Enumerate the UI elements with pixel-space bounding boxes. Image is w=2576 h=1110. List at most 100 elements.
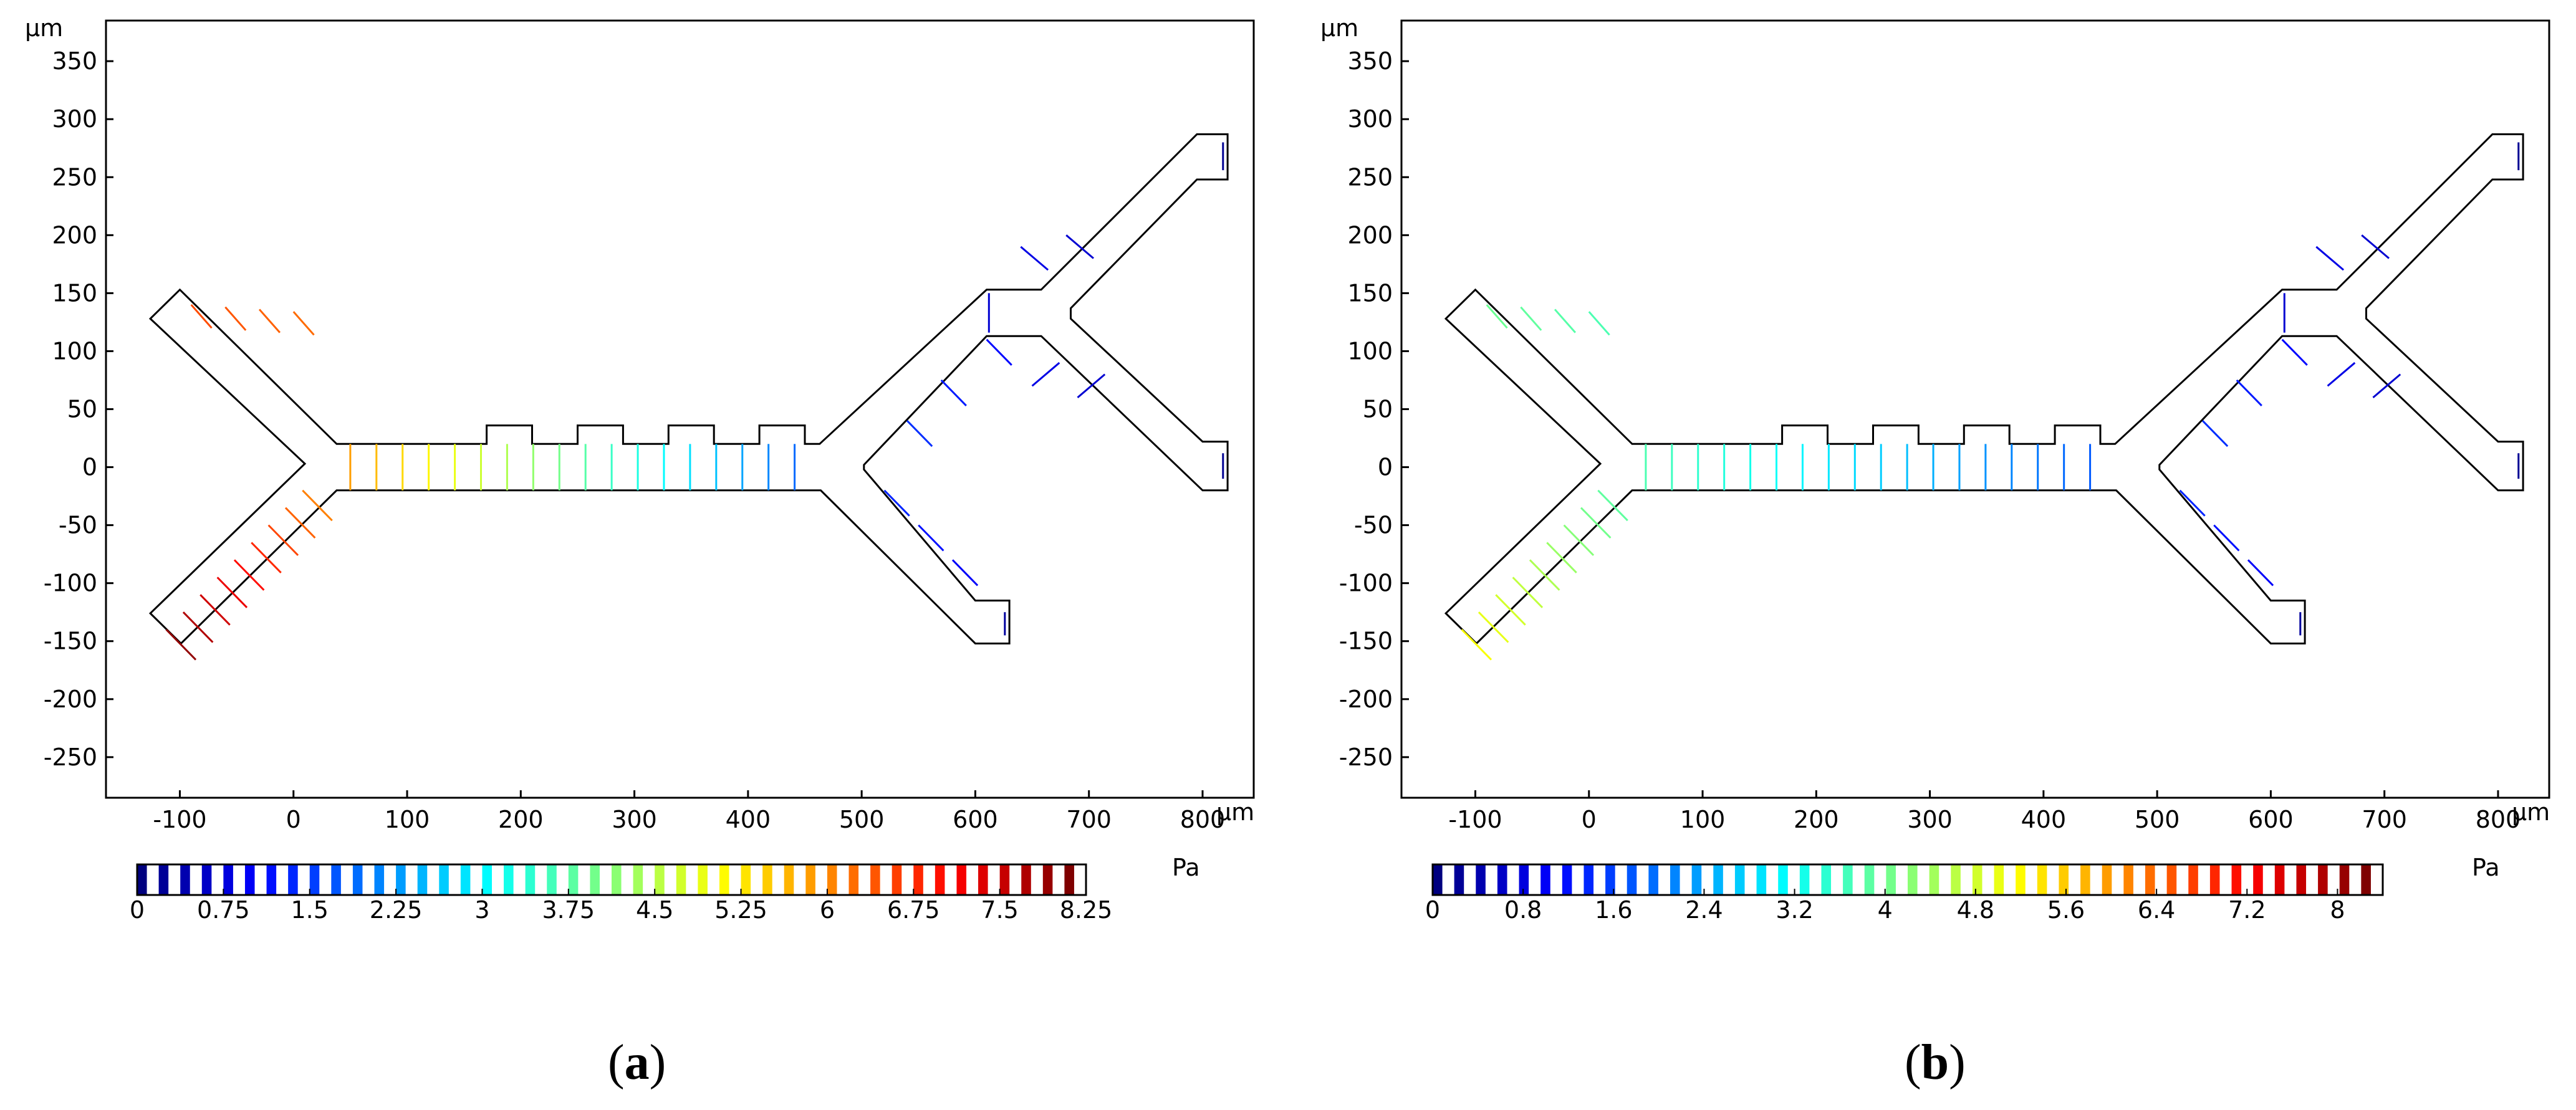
colorbar-swatch: [1605, 864, 1615, 895]
colorbar-swatch: [352, 864, 363, 895]
plot-frame: [105, 19, 1255, 799]
colorbar-swatch: [1929, 864, 1939, 895]
colorbar-swatch: [892, 864, 902, 895]
colorbar-swatch: [612, 864, 622, 895]
colorbar-tick-label: 2.4: [1685, 896, 1723, 924]
y-tick-label: 50: [1363, 396, 1393, 423]
colorbar-swatch: [1670, 864, 1680, 895]
colorbar-swatch: [266, 864, 277, 895]
colorbar-tick-label: 2.25: [370, 896, 423, 924]
contour-line: [1065, 234, 1094, 259]
colorbar-swatch: [525, 864, 536, 895]
colorbar-swatch: [1886, 864, 1896, 895]
colorbar-tick-label: 5.25: [714, 896, 767, 924]
colorbar-swatch: [1562, 864, 1572, 895]
colorbar-swatch: [2253, 864, 2263, 895]
colorbar-tick-label: 0.75: [197, 896, 250, 924]
x-tick-label: -100: [153, 806, 206, 833]
contour-line: [267, 524, 299, 557]
colorbar-swatch: [1648, 864, 1658, 895]
contour-line: [906, 420, 933, 447]
x-tick-label: 500: [839, 806, 885, 833]
colorbar-swatch: [180, 864, 190, 895]
colorbar-swatch: [568, 864, 579, 895]
colorbar-swatch: [1843, 864, 1853, 895]
colorbar-tick-label: 4.8: [1957, 896, 1994, 924]
colorbar-tick-label: 8.25: [1060, 896, 1113, 924]
contour-line: [1597, 489, 1628, 522]
contour-line: [284, 507, 316, 539]
contour-line: [1512, 577, 1544, 608]
colorbar-swatch: [1799, 864, 1810, 895]
colorbar-swatch: [460, 864, 471, 895]
x-tick-label: 700: [2362, 806, 2407, 833]
x-tick-label: 600: [2248, 806, 2294, 833]
contour-line: [2327, 361, 2356, 387]
colorbar-swatch: [1821, 864, 1832, 895]
colorbar-swatch: [2296, 864, 2307, 895]
colorbar-swatch: [935, 864, 945, 895]
x-tick-label: 300: [1907, 806, 1953, 833]
colorbar-swatch: [590, 864, 600, 895]
colorbar-swatch: [158, 864, 169, 895]
colorbar-tick-label: 4: [1878, 896, 1893, 924]
y-tick-label: 250: [1347, 163, 1393, 191]
colorbar-swatch: [655, 864, 665, 895]
y-tick-label: -250: [1339, 744, 1393, 771]
contour-line: [1546, 542, 1577, 573]
colorbar-tick-label: 0: [130, 896, 145, 924]
colorbar-tick-label: 6.75: [887, 896, 940, 924]
y-tick-label: -200: [1339, 686, 1393, 713]
contour-line: [2361, 234, 2390, 259]
colorbar-swatch: [956, 864, 967, 895]
colorbar-swatch: [331, 864, 341, 895]
contour-line: [2372, 373, 2401, 399]
contour-line: [1461, 629, 1492, 661]
colorbar-swatch: [2188, 864, 2198, 895]
contour-line: [918, 524, 944, 552]
y-tick-label: -50: [1354, 512, 1393, 539]
x-tick-label: 100: [385, 806, 430, 833]
colorbar-tick-label: 6.4: [2138, 896, 2175, 924]
x-tick-label: 400: [726, 806, 771, 833]
colorbar-swatch: [2102, 864, 2112, 895]
y-tick-label: 0: [1378, 454, 1393, 481]
colorbar-swatch: [870, 864, 880, 895]
colorbar-tick-label: 3: [474, 896, 489, 924]
colorbar-swatch: [396, 864, 406, 895]
colorbar-swatch: [1627, 864, 1637, 895]
x-tick-label: 200: [1794, 806, 1839, 833]
y-tick-label: 150: [52, 279, 97, 307]
y-tick-label: 300: [52, 105, 97, 133]
x-tick-label: 100: [1680, 806, 1726, 833]
colorbar-tick-label: 1.5: [291, 896, 329, 924]
colorbar-tick-label: 5.6: [2047, 896, 2085, 924]
colorbar-tick-label: 3.75: [542, 896, 595, 924]
colorbar-tick-label: 1.6: [1595, 896, 1632, 924]
colorbar-unit: Pa: [2472, 854, 2500, 881]
x-tick-label: -100: [1448, 806, 1502, 833]
x-tick-label: 800: [1180, 806, 1226, 833]
colorbar-swatch: [1691, 864, 1702, 895]
panel-b: 350300250200150100500-50-100-150-200-250…: [1320, 14, 2550, 924]
colorbar-swatch: [2016, 864, 2026, 895]
contour-line: [986, 338, 1012, 366]
colorbar-swatch: [244, 864, 255, 895]
contour-line: [2315, 246, 2345, 271]
contour-line: [190, 304, 213, 329]
colorbar-swatch: [1972, 864, 1982, 895]
colorbar-swatch: [633, 864, 643, 895]
colorbar-tick-label: 8: [2330, 896, 2345, 924]
colorbar-swatch: [374, 864, 385, 895]
contour-line: [1588, 311, 1610, 336]
colorbar-swatch: [1064, 864, 1074, 895]
y-tick-label: 350: [1347, 47, 1393, 75]
colorbar-swatch: [978, 864, 988, 895]
colorbar-swatch: [999, 864, 1010, 895]
plot-frame: [1400, 19, 2550, 799]
contour-line: [1520, 306, 1542, 331]
y-tick-label: 100: [1347, 337, 1393, 365]
colorbar-swatch: [1540, 864, 1550, 895]
contour-line: [2281, 338, 2308, 366]
contour-line: [1020, 246, 1049, 271]
